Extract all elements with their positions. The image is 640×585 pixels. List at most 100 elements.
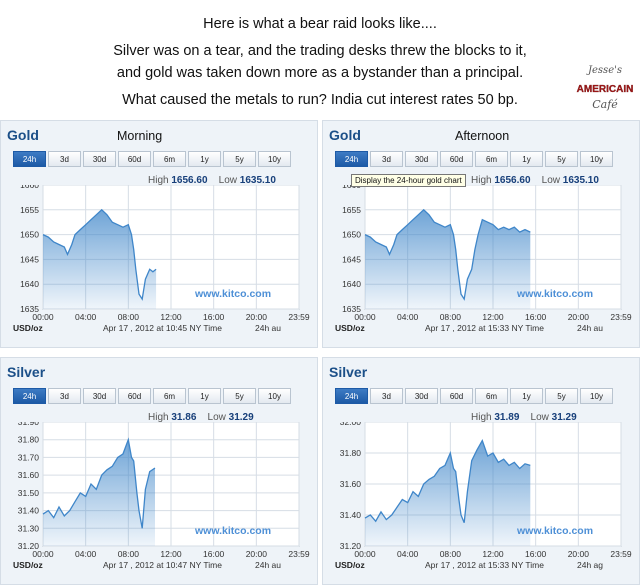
range-label: 24h au [255, 560, 281, 570]
price-line [364, 208, 531, 301]
price-area [365, 440, 531, 546]
panel-gold-afternoon: Gold Afternoon 24h 3d 30d 60d 6m 1y 5y 1… [322, 120, 640, 348]
timestamp-label: Apr 17 , 2012 at 10:45 NY Time [103, 323, 222, 333]
tab-1y[interactable]: 1y [510, 151, 543, 167]
range-label: 24h au [577, 323, 603, 333]
y-tick-label: 1640 [20, 279, 39, 289]
unit-label: USD/oz [13, 560, 43, 570]
tab-3d[interactable]: 3d [48, 151, 81, 167]
y-tick-label: 1655 [20, 205, 39, 215]
tab-10y[interactable]: 10y [258, 388, 291, 404]
price-line [42, 437, 156, 529]
tab-6m[interactable]: 6m [153, 151, 186, 167]
tab-5y[interactable]: 5y [545, 388, 578, 404]
x-tick-label: 16:00 [203, 312, 225, 322]
tab-60d[interactable]: 60d [440, 151, 473, 167]
tab-1y[interactable]: 1y [188, 151, 221, 167]
high-value: 31.86 [171, 412, 197, 423]
price-chart: 1635 1640 1645 1650 1655 1660 00:00 04:00 08:00 1… [13, 185, 310, 333]
y-tick-label: 31.90 [18, 422, 40, 427]
x-tick-label: 08:00 [440, 549, 462, 559]
x-tick-label: 16:00 [525, 549, 547, 559]
panel-silver-afternoon: Silver 24h 3d 30d 60d 6m 1y 5y 10y High … [322, 357, 640, 585]
panel-title: Gold [7, 127, 39, 143]
tab-6m[interactable]: 6m [475, 388, 508, 404]
tab-30d[interactable]: 30d [83, 388, 116, 404]
x-tick-label: 00:00 [354, 312, 376, 322]
tab-3d[interactable]: 3d [370, 151, 403, 167]
tab-6m[interactable]: 6m [475, 151, 508, 167]
y-tick-label: 1660 [20, 185, 39, 190]
y-tick-label: 1635 [20, 304, 39, 314]
tab-3d[interactable]: 3d [48, 388, 81, 404]
y-tick-label: 31.70 [18, 452, 40, 462]
tab-1y[interactable]: 1y [510, 388, 543, 404]
tab-5y[interactable]: 5y [545, 151, 578, 167]
x-tick-label: 00:00 [32, 549, 54, 559]
tab-1y[interactable]: 1y [188, 388, 221, 404]
high-value: 1656.60 [494, 175, 531, 186]
tab-30d[interactable]: 30d [405, 388, 438, 404]
tab-3d[interactable]: 3d [370, 388, 403, 404]
kitco-watermark: www.kitco.com [516, 525, 593, 537]
low-value: 31.29 [228, 412, 254, 423]
tab-60d[interactable]: 60d [118, 151, 151, 167]
y-tick-label: 31.80 [18, 435, 40, 445]
tab-24h[interactable]: 24h [13, 388, 46, 404]
tab-30d[interactable]: 30d [83, 151, 116, 167]
timeframe-tabs: 24h 3d 30d 60d 6m 1y 5y 10y [13, 388, 293, 406]
price-area [365, 209, 531, 309]
tab-30d[interactable]: 30d [405, 151, 438, 167]
high-label: High [471, 175, 492, 186]
x-tick-label: 12:00 [160, 312, 182, 322]
y-tick-label: 31.60 [18, 470, 40, 480]
timeframe-tabs: 24h 3d 30d 60d 6m 1y 5y 10y [13, 151, 293, 169]
x-tick-label: 20:00 [246, 312, 268, 322]
panel-title: Silver [7, 364, 46, 380]
tab-6m[interactable]: 6m [153, 388, 186, 404]
y-tick-label: 1645 [20, 254, 39, 264]
tab-5y[interactable]: 5y [223, 151, 256, 167]
x-tick-label: 04:00 [75, 312, 97, 322]
tab-10y[interactable]: 10y [580, 388, 613, 404]
x-tick-label: 20:00 [568, 312, 590, 322]
kitco-watermark: www.kitco.com [194, 525, 271, 537]
unit-label: USD/oz [335, 323, 365, 333]
tab-10y[interactable]: 10y [258, 151, 291, 167]
tab-60d[interactable]: 60d [440, 388, 473, 404]
low-label: Low [530, 412, 549, 423]
y-tick-label: 31.20 [340, 541, 362, 551]
low-label: Low [218, 175, 237, 186]
x-tick-label: 20:00 [568, 549, 590, 559]
low-value: 1635.10 [239, 175, 276, 186]
high-low-readout: High 31.86 Low 31.29 [148, 412, 254, 423]
kitco-watermark: www.kitco.com [194, 288, 271, 300]
tab-60d[interactable]: 60d [118, 388, 151, 404]
y-tick-label: 31.30 [18, 523, 40, 533]
x-tick-label: 08:00 [440, 312, 462, 322]
tab-24h[interactable]: 24h [13, 151, 46, 167]
price-chart: 31.20 31.40 31.60 31.80 32.00 00:00 04:00 08:00… [335, 422, 632, 570]
kitco-watermark: www.kitco.com [516, 288, 593, 300]
high-label: High [148, 175, 169, 186]
high-value: 31.89 [494, 412, 520, 423]
timeframe-tabs: 24h 3d 30d 60d 6m 1y 5y 10y [335, 151, 615, 169]
low-value: 1635.10 [562, 175, 599, 186]
price-line [42, 208, 157, 301]
tab-24h[interactable]: 24h [335, 388, 368, 404]
logo-line-3: Café [592, 98, 618, 111]
x-tick-label: 04:00 [397, 549, 419, 559]
x-tick-label: 00:00 [354, 549, 376, 559]
tab-10y[interactable]: 10y [580, 151, 613, 167]
high-low-readout: High 1656.60 Low 1635.10 [471, 175, 599, 186]
y-tick-label: 32.00 [340, 422, 362, 427]
y-tick-label: 1650 [342, 230, 361, 240]
tab-24h[interactable]: 24h [335, 151, 368, 167]
tab-5y[interactable]: 5y [223, 388, 256, 404]
panel-gold-morning: Gold Morning 24h 3d 30d 60d 6m 1y 5y 10y… [0, 120, 318, 348]
low-value: 31.29 [551, 412, 577, 423]
x-tick-label: 00:00 [32, 312, 54, 322]
caption-line-3: and gold was taken down more as a bystan… [116, 65, 524, 81]
high-low-readout: High 1656.60 Low 1635.10 [148, 175, 276, 186]
tab-tooltip: Display the 24-hour gold chart [351, 174, 466, 187]
